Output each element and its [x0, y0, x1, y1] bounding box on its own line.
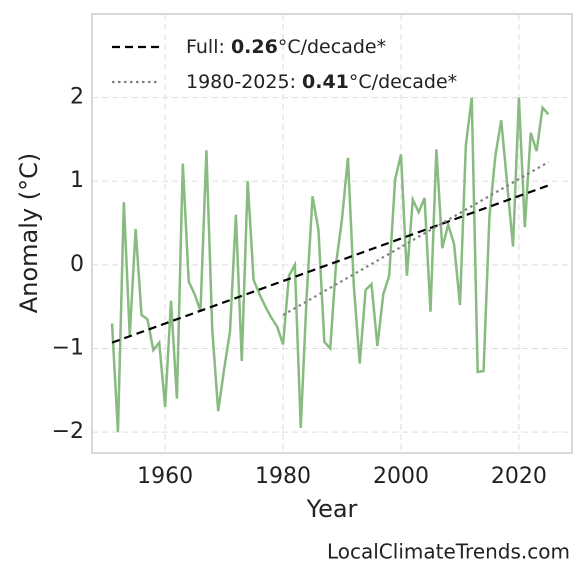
trend-line: [111, 184, 549, 344]
y-tick-label: −2: [52, 419, 84, 444]
legend-text-part: °C/decade*: [349, 71, 457, 93]
legend-text-part: Full:: [186, 36, 231, 58]
x-tick-label: 1960: [137, 464, 193, 489]
legend-label: 1980-2025: 0.41°C/decade*: [186, 71, 457, 93]
x-tick-label: 2020: [491, 464, 547, 489]
x-tick-label: 1980: [255, 464, 311, 489]
y-tick-label: 0: [70, 252, 84, 277]
y-tick-label: 2: [70, 85, 84, 110]
source: LocalClimateTrends.com: [327, 540, 570, 564]
x-tick-label: 2000: [373, 464, 429, 489]
legend-text-part: °C/decade*: [278, 36, 386, 58]
y-tick-label: −1: [52, 335, 84, 360]
legend-label: Full: 0.26°C/decade*: [186, 36, 386, 58]
data-line: [110, 97, 550, 433]
y-tick-label: 1: [70, 168, 84, 193]
plot-frame: [91, 13, 573, 454]
legend-text-part: 1980-2025:: [186, 71, 302, 93]
y-axis-label: Anomaly (°C): [15, 153, 43, 313]
legend-text-part: 0.41: [302, 71, 349, 93]
legend-text-part: 0.26: [231, 36, 278, 58]
x-axis-label: Year: [306, 495, 358, 523]
